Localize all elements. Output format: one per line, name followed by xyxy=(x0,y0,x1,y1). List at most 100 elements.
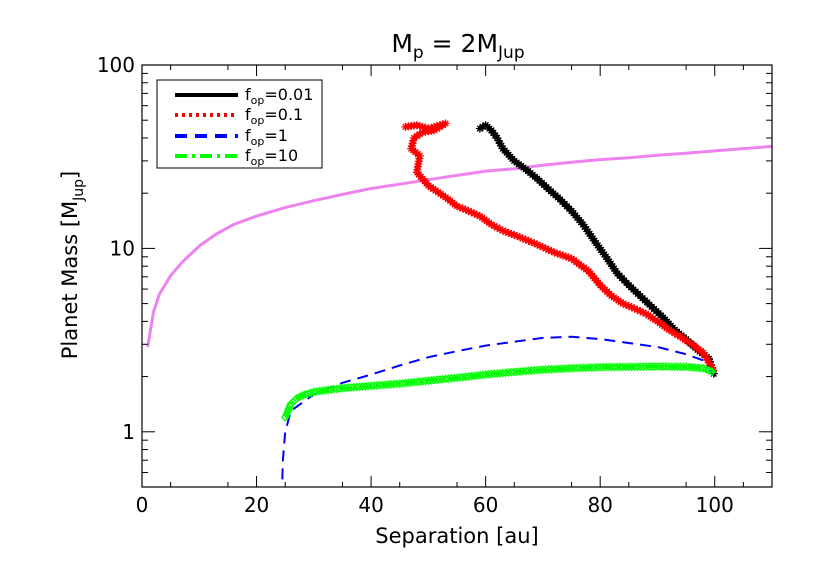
series-marker-3 xyxy=(667,327,676,336)
series-marker-3 xyxy=(664,325,673,334)
x-tick-label: 40 xyxy=(358,493,383,517)
series-marker-3 xyxy=(412,132,421,141)
series-marker-3 xyxy=(415,130,424,139)
series-marker-5 xyxy=(292,394,302,403)
series-marker-5 xyxy=(690,363,700,372)
y-tick-label: 100 xyxy=(97,53,135,77)
series-marker-3 xyxy=(418,122,427,131)
series-marker-3 xyxy=(495,225,504,234)
series-marker-5 xyxy=(290,395,300,405)
series-marker-5 xyxy=(638,362,648,372)
series-marker-3 xyxy=(518,234,527,243)
series-marker-5 xyxy=(658,362,668,371)
series-marker-3 xyxy=(547,247,556,256)
series-marker-3 xyxy=(670,329,679,338)
series-layer xyxy=(146,119,773,480)
series-marker-3 xyxy=(705,358,713,367)
series-marker-5 xyxy=(681,362,691,372)
series-marker-5 xyxy=(684,362,694,372)
series-marker-5 xyxy=(610,362,619,372)
series-marker-3 xyxy=(438,121,447,130)
series-marker-2 xyxy=(494,136,503,145)
series-marker-3 xyxy=(538,243,547,252)
legend: fop=0.01 fop=0.1 fop=1 fop=10 xyxy=(156,79,323,169)
series-marker-3 xyxy=(702,353,711,362)
series-marker-3 xyxy=(421,123,430,132)
series-marker-5 xyxy=(621,362,631,372)
series-marker-3 xyxy=(544,245,553,254)
series-marker-5 xyxy=(695,363,705,373)
series-marker-3 xyxy=(541,244,550,253)
axis-ticks: 0 20 40 60 80 100 1 10 100 xyxy=(97,53,772,517)
series-line-3 xyxy=(405,122,716,374)
series-marker-2 xyxy=(475,124,484,133)
series-marker-3 xyxy=(473,210,482,219)
series-marker-3 xyxy=(501,227,510,236)
series-marker-2 xyxy=(478,122,487,131)
series-marker-3 xyxy=(561,252,570,261)
series-marker-3 xyxy=(507,229,516,238)
series-marker-3 xyxy=(553,249,562,258)
series-marker-2 xyxy=(493,133,502,142)
series-marker-5 xyxy=(598,362,608,372)
series-marker-5 xyxy=(664,362,674,372)
series-marker-5 xyxy=(655,362,665,371)
series-marker-5 xyxy=(632,362,642,372)
series-marker-3 xyxy=(470,209,479,218)
x-tick-label: 0 xyxy=(136,493,149,517)
y-tick-label: 10 xyxy=(110,236,135,260)
series-marker-5 xyxy=(693,363,702,373)
series-marker-5 xyxy=(627,362,637,372)
series-marker-3 xyxy=(510,231,519,240)
series-marker-5 xyxy=(650,362,660,371)
series-marker-3 xyxy=(639,308,648,317)
series-marker-3 xyxy=(521,235,530,244)
series-marker-3 xyxy=(627,303,636,312)
series-marker-5 xyxy=(641,362,651,372)
series-marker-5 xyxy=(670,362,680,372)
series-marker-5 xyxy=(595,362,605,372)
series-marker-3 xyxy=(624,302,633,311)
series-marker-3 xyxy=(453,202,461,211)
series-marker-5 xyxy=(635,362,645,372)
legend-label-1: fop=0.01 xyxy=(245,85,313,107)
chart-title: Mp = 2MJup xyxy=(391,29,524,63)
series-marker-5 xyxy=(618,362,628,372)
series-marker-5 xyxy=(678,362,688,372)
series-marker-3 xyxy=(621,300,630,309)
series-marker-5 xyxy=(661,362,671,372)
series-marker-5 xyxy=(653,362,662,371)
series-marker-5 xyxy=(687,362,697,372)
series-marker-3 xyxy=(703,356,712,365)
series-marker-3 xyxy=(458,204,467,213)
series-marker-3 xyxy=(536,241,545,250)
series-marker-3 xyxy=(558,251,567,260)
series-marker-3 xyxy=(490,222,499,231)
series-marker-3 xyxy=(516,233,524,242)
series-marker-5 xyxy=(673,362,682,372)
series-marker-5 xyxy=(601,362,611,372)
series-marker-3 xyxy=(700,351,709,360)
legend-label-2: fop=0.1 xyxy=(245,105,303,127)
series-marker-5 xyxy=(607,362,617,372)
series-marker-5 xyxy=(644,362,654,372)
series-marker-3 xyxy=(699,348,708,357)
series-marker-3 xyxy=(504,228,513,237)
legend-label-4: fop=10 xyxy=(245,146,298,168)
series-marker-3 xyxy=(461,205,470,214)
series-marker-3 xyxy=(432,124,441,133)
series-marker-3 xyxy=(409,136,418,145)
series-marker-5 xyxy=(615,362,625,372)
series-line-4 xyxy=(281,335,716,480)
series-marker-3 xyxy=(524,236,533,245)
series-marker-3 xyxy=(487,220,496,229)
series-marker-3 xyxy=(633,305,642,314)
series-marker-3 xyxy=(706,361,715,370)
x-tick-label: 60 xyxy=(473,493,498,517)
series-marker-3 xyxy=(556,250,565,259)
series-marker-3 xyxy=(441,119,450,128)
series-marker-3 xyxy=(410,133,419,142)
series-marker-2 xyxy=(497,141,506,150)
series-marker-3 xyxy=(412,121,421,130)
